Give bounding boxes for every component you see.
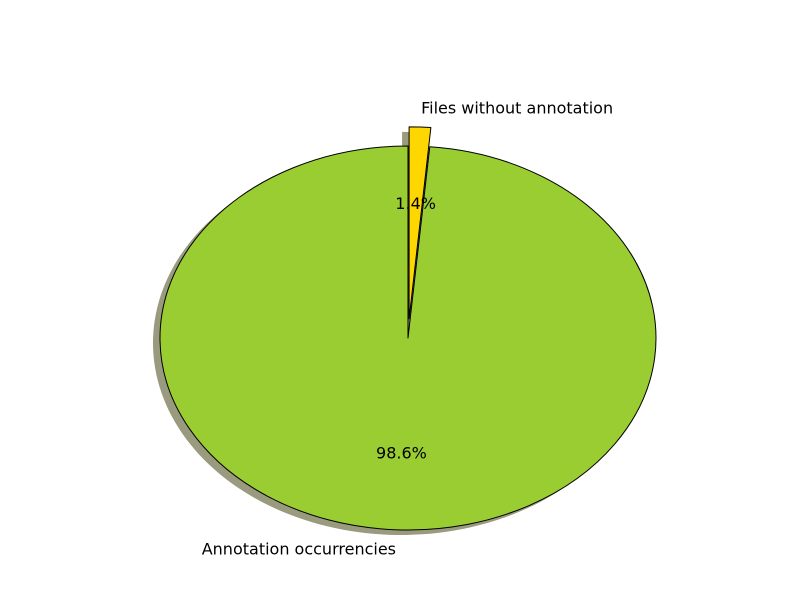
pie-category-label-annotation-occurrencies: Annotation occurrencies — [202, 539, 396, 558]
pie-label-layer: 98.6% Annotation occurrencies 1.4% Files wi… — [202, 98, 613, 558]
pie-slice-annotation-occurrencies — [159, 145, 657, 531]
pie-pct-label-annotation-occurrencies: 98.6% — [376, 444, 427, 463]
pie-slice-files-without-annotation — [408, 126, 432, 320]
pie-slice-layer — [159, 126, 657, 531]
pie-pct-label-files-without-annotation: 1.4% — [395, 194, 436, 213]
pie-category-label-files-without-annotation: Files without annotation — [421, 98, 613, 117]
